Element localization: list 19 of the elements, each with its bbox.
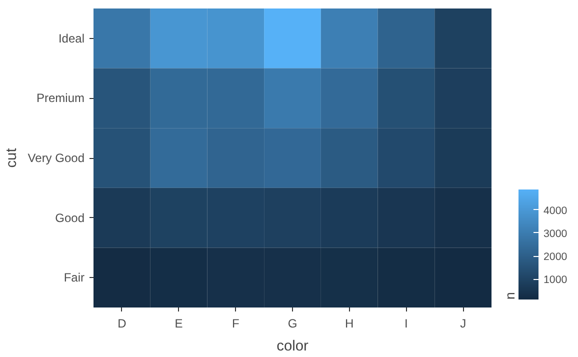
y-tick-label: Good (55, 210, 85, 225)
color-bar-label: 2000 (544, 251, 568, 264)
y-axis-title: cut (4, 148, 20, 168)
y-tick-label: Premium (36, 91, 85, 106)
color-bar-label: 1000 (544, 274, 568, 286)
color-bar-title: n (502, 292, 518, 300)
color-bar-label: 4000 (544, 204, 568, 217)
x-tick-label: F (232, 316, 240, 330)
x-tick-label: H (345, 316, 354, 330)
x-tick-label: I (404, 316, 408, 330)
x-tick-label: J (460, 316, 466, 330)
y-tick-label: Fair (64, 270, 85, 285)
y-tick-label: Ideal (58, 31, 85, 46)
x-tick-label: D (118, 316, 127, 330)
x-axis-title: color (276, 338, 309, 354)
y-tick-label: Very Good (28, 151, 84, 165)
x-tick-label: E (174, 316, 183, 330)
x-tick-label: G (288, 316, 298, 330)
color-bar-label: 3000 (544, 228, 568, 240)
